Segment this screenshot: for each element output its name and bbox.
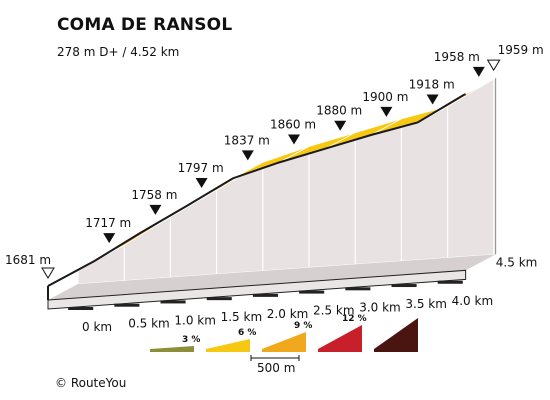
km-marker bbox=[241, 150, 254, 161]
profile-base-front bbox=[47, 269, 467, 310]
legend-label: 3 % bbox=[182, 335, 200, 345]
x-tick-label: 0 km bbox=[82, 320, 112, 334]
x-tick-bar bbox=[437, 280, 463, 284]
x-tick-bar bbox=[114, 303, 140, 307]
legend-swatch bbox=[318, 325, 362, 352]
x-tick-bar bbox=[299, 290, 325, 294]
km-marker bbox=[380, 106, 393, 117]
x-tick-label: 4.0 km bbox=[452, 294, 494, 308]
km-marker bbox=[103, 233, 116, 244]
x-tick-label: 1.5 km bbox=[221, 310, 263, 324]
elevation-label: 1758 m bbox=[131, 188, 177, 202]
x-tick-label: 2.0 km bbox=[267, 307, 309, 321]
km-marker bbox=[195, 177, 208, 188]
km-marker bbox=[288, 134, 300, 145]
x-tick-bar bbox=[391, 284, 417, 288]
elevation-label: 1717 m bbox=[85, 216, 131, 230]
x-tick-bar bbox=[206, 297, 232, 301]
profile-base-top bbox=[48, 254, 496, 300]
x-tick-label: 3.5 km bbox=[405, 297, 447, 311]
km-marker bbox=[426, 94, 439, 105]
x-tick-bar bbox=[252, 293, 278, 297]
profile-back-wall bbox=[77, 77, 497, 285]
chart-subtitle: 278 m D+ / 4.52 km bbox=[57, 45, 180, 59]
x-tick-bar bbox=[345, 287, 371, 291]
start-marker bbox=[41, 267, 55, 279]
x-tick-bar bbox=[68, 307, 94, 310]
routeyou-credit: © RouteYou bbox=[55, 376, 127, 390]
profile-front-line bbox=[47, 93, 466, 287]
x-tick-label: 0.5 km bbox=[128, 317, 170, 331]
elevation-label: 1797 m bbox=[178, 161, 224, 175]
elevation-label: 1681 m bbox=[5, 253, 51, 267]
km-marker bbox=[334, 120, 347, 131]
legend-swatch bbox=[262, 332, 306, 352]
km-marker bbox=[149, 204, 162, 215]
legend-label: 12 % bbox=[342, 314, 367, 324]
km-marker bbox=[472, 66, 485, 77]
x-tick-label: 2.5 km bbox=[313, 304, 355, 318]
legend-label: 9 % bbox=[294, 321, 312, 331]
elevation-label: 1860 m bbox=[270, 117, 316, 131]
x-tick-bar bbox=[160, 300, 186, 304]
x-tick-label: 1.0 km bbox=[174, 313, 216, 327]
profile-start-depth bbox=[47, 269, 79, 287]
elevation-label: 1900 m bbox=[362, 90, 408, 104]
x-tick-label: 3.0 km bbox=[359, 300, 401, 314]
elevation-label: 1959 m bbox=[498, 43, 544, 57]
legend-swatch bbox=[206, 339, 250, 352]
elevation-label: 1918 m bbox=[409, 77, 455, 91]
elevation-label: 1837 m bbox=[224, 133, 270, 147]
legend-label: 6 % bbox=[238, 328, 256, 338]
legend-swatch bbox=[150, 346, 194, 352]
x-tick-label: 4.5 km bbox=[496, 255, 538, 269]
end-marker bbox=[486, 59, 501, 72]
elevation-label: 1880 m bbox=[316, 104, 362, 118]
legend-swatch bbox=[374, 318, 418, 352]
chart-title: COMA DE RANSOL bbox=[57, 15, 233, 35]
elevation-label: 1958 m bbox=[434, 50, 480, 64]
scale-label: 500 m bbox=[257, 361, 295, 375]
